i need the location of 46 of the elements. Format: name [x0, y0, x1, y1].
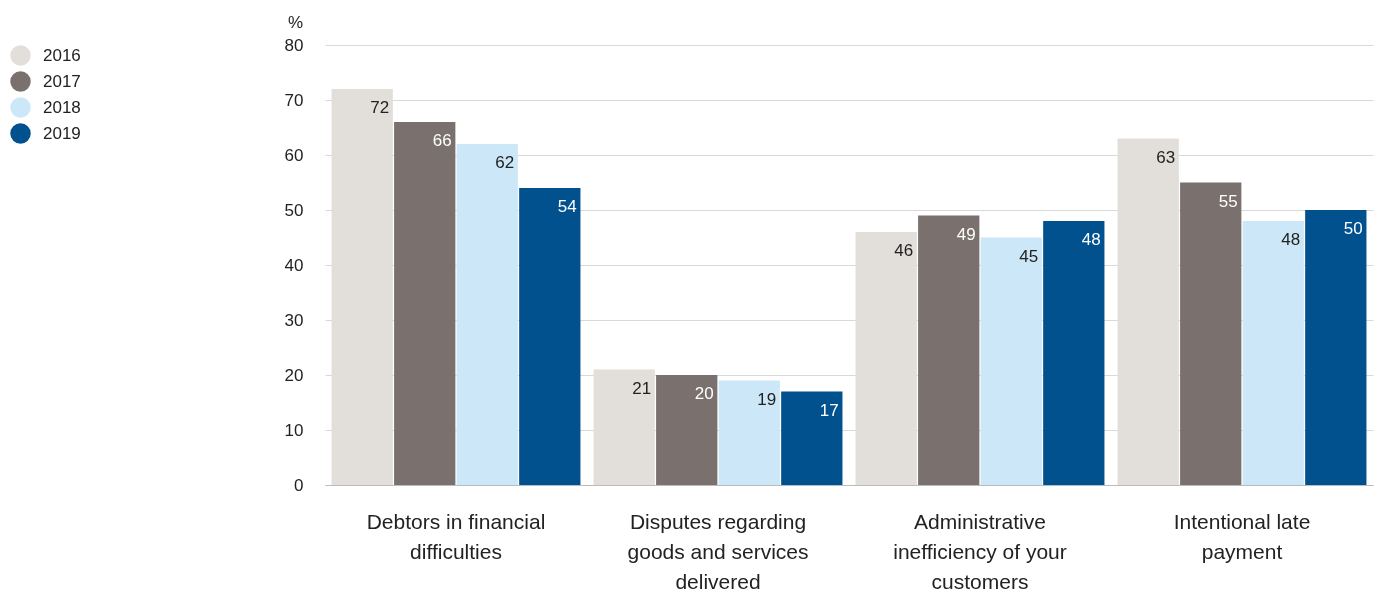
y-tick-label: 70 [284, 90, 304, 110]
data-label: 48 [1281, 230, 1301, 249]
data-label: 72 [370, 98, 390, 117]
data-label: 66 [432, 131, 452, 150]
data-label: 63 [1156, 147, 1176, 167]
y-tick-label: 60 [284, 145, 304, 165]
bar [1043, 221, 1105, 485]
data-label: 20 [694, 384, 714, 403]
data-label: 48 [1081, 230, 1101, 249]
bar [519, 188, 581, 485]
y-tick-label: 40 [284, 255, 304, 275]
data-label: 46 [894, 241, 914, 260]
bar [394, 122, 456, 485]
legend-label: 2019 [43, 123, 81, 143]
data-label: 21 [632, 378, 652, 398]
legend-label: 2018 [43, 97, 81, 117]
x-tick-label: Administrative inefficiency of your customers [893, 509, 1067, 593]
bar [656, 375, 718, 485]
data-label: 55 [1218, 191, 1238, 211]
legend-label: 2016 [43, 45, 81, 65]
bar [718, 380, 780, 485]
y-tick-label: 10 [284, 420, 304, 440]
data-label: 45 [1019, 246, 1039, 266]
data-label: 54 [557, 197, 577, 216]
y-axis-title: % [287, 12, 304, 32]
y-tick-label: 50 [284, 200, 304, 220]
bar [781, 391, 843, 485]
bar [1180, 182, 1242, 485]
bar [1305, 210, 1367, 485]
data-label: 50 [1343, 219, 1363, 238]
y-tick-label: 20 [284, 365, 304, 385]
data-label: 49 [956, 224, 976, 244]
y-tick-label: 30 [284, 310, 304, 330]
legend-label: 2017 [43, 71, 81, 91]
y-tick-label: 0 [294, 475, 304, 495]
bar [918, 215, 980, 485]
x-tick-label: Intentional late payment [1173, 509, 1311, 563]
data-label: 19 [757, 389, 777, 409]
data-label: 62 [495, 153, 515, 172]
x-tick-label: Debtors in financial difficulties [366, 509, 546, 563]
x-tick-label: Disputes regarding goods and services delivered [627, 509, 809, 593]
data-label: 17 [819, 400, 839, 420]
bar [456, 144, 518, 485]
y-tick-label: 80 [284, 35, 304, 55]
bar [980, 237, 1042, 485]
bar [1242, 221, 1304, 485]
